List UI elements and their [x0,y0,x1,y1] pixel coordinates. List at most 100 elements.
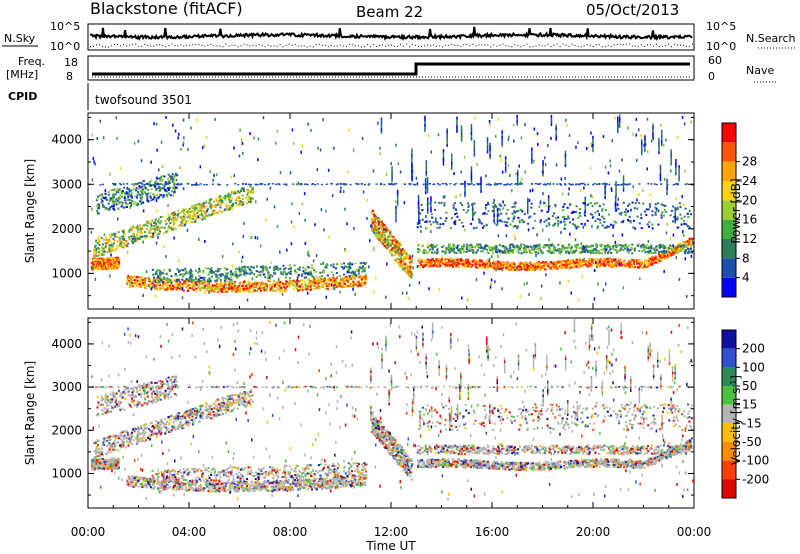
data-point [522,247,525,250]
data-point [661,256,663,259]
data-point [166,227,169,230]
data-point [191,275,194,278]
data-point [649,258,651,261]
data-point [408,255,411,258]
data-point [394,245,397,248]
data-point [578,266,581,269]
data-point [522,267,525,270]
data-point [266,283,268,286]
data-point [208,202,211,205]
data-point [633,266,636,269]
data-point [565,264,568,267]
data-point [537,252,540,255]
data-point [224,281,227,283]
data-point [208,271,211,274]
data-point [605,184,608,186]
data-point [330,271,333,273]
freq-left-tick-high: 18 [64,56,78,69]
data-point [654,257,657,260]
data-point [384,236,387,239]
data-point [111,189,114,191]
data-point [229,283,232,286]
data-point [381,231,384,233]
data-point [131,237,134,240]
data-point [428,244,430,247]
data-point [293,264,296,267]
data-point [126,281,129,284]
data-point [226,272,229,275]
data-point [214,279,217,282]
data-point [147,188,150,191]
data-point [299,285,302,287]
data-point [213,209,216,212]
data-point [449,264,451,267]
data-point [302,285,305,288]
data-point [176,287,179,290]
data-point [138,284,141,286]
data-point [218,273,221,276]
data-point [203,205,206,207]
data-point [360,281,363,284]
data-point [211,204,214,207]
data-point [93,256,96,259]
data-point [343,286,346,289]
freq-label-line1: Freq. [18,55,45,68]
data-point [149,184,152,187]
data-point [476,183,479,185]
data-point [533,247,536,250]
data-point [149,232,151,235]
data-point [260,266,263,268]
data-point [454,260,457,263]
data-point [196,215,199,218]
data-point [401,266,404,269]
data-point [631,247,634,250]
data-point [117,196,120,199]
data-point [213,290,216,293]
data-point [541,251,544,254]
data-point [372,221,375,224]
data-point [473,260,476,263]
data-point [412,183,415,185]
data-point [259,274,262,277]
data-point [514,225,517,228]
data-point [107,256,110,259]
data-point [596,251,599,254]
data-point [247,183,250,186]
data-point [665,211,668,213]
data-point [411,258,413,261]
data-point [340,266,343,268]
data-point [255,282,258,285]
data-point [609,248,612,251]
data-point [489,249,492,252]
data-point [518,247,521,250]
data-point [130,280,133,283]
data-point [438,226,441,229]
data-point [381,235,384,238]
data-point [162,194,165,196]
data-point [548,249,551,252]
data-point [563,260,566,263]
data-point [175,173,177,176]
data-point [374,234,377,236]
data-point [188,214,191,217]
data-point [260,286,263,289]
data-point [600,245,603,248]
data-point [130,278,133,281]
data-point [557,260,559,263]
data-point [103,197,106,200]
data-point [650,247,653,250]
data-point [224,194,227,197]
data-point [335,282,338,285]
data-point [466,262,469,265]
data-point [266,270,269,273]
data-point [216,279,218,282]
data-point [204,281,207,284]
data-point [465,211,468,214]
data-point [169,194,172,197]
data-point [567,262,570,265]
data-point [363,282,366,285]
data-point [210,284,213,287]
data-point [210,286,213,289]
data-point [361,278,363,281]
data-point [98,241,101,243]
